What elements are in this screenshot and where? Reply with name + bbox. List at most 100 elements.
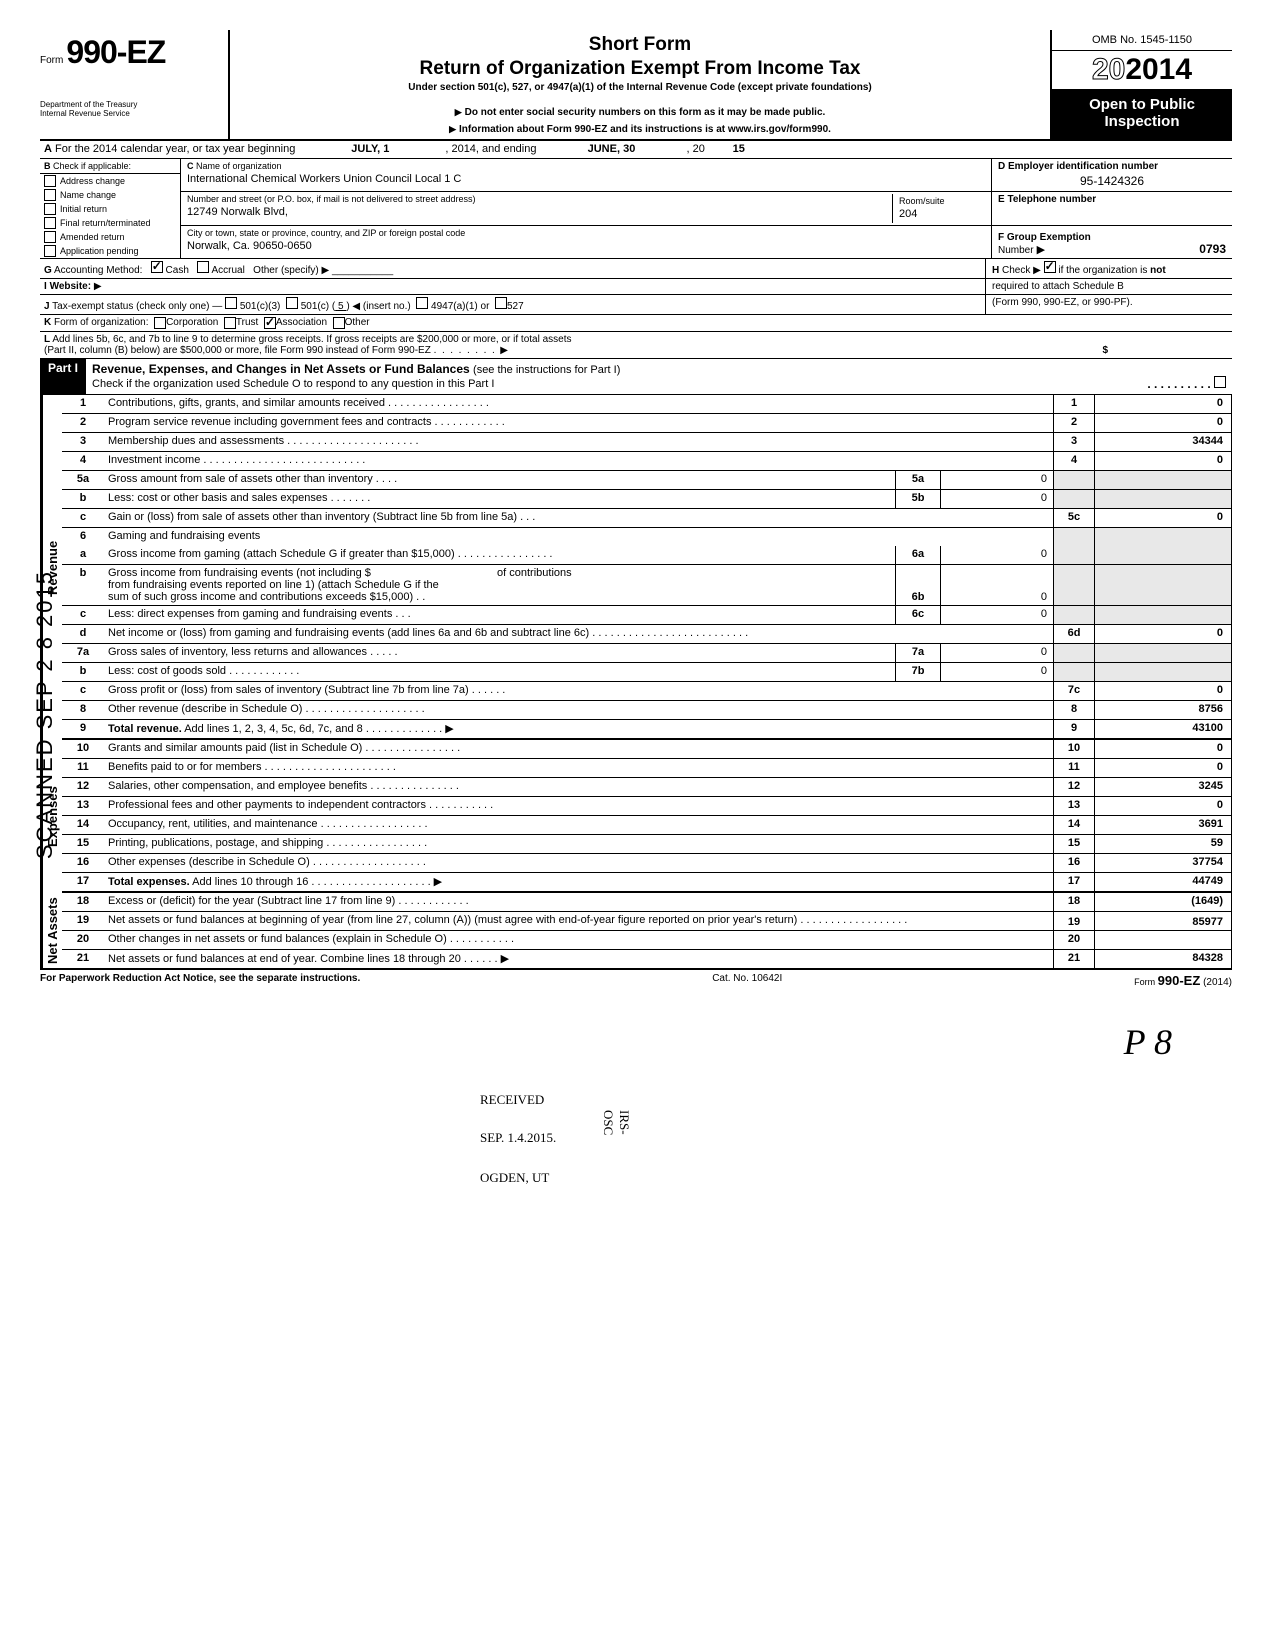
- label-g: G: [44, 265, 52, 276]
- part1-subtitle: (see the instructions for Part I): [473, 364, 620, 376]
- endnum-19: 19: [1053, 912, 1095, 930]
- label-i: I: [44, 281, 47, 292]
- endnum-5c: 5c: [1053, 509, 1095, 527]
- opt-final-return: Final return/terminated: [60, 218, 151, 228]
- desc-6b-3: from fundraising events reported on line…: [108, 579, 439, 591]
- desc-17b: Add lines 10 through 16: [192, 876, 308, 888]
- desc-16: Other expenses (describe in Schedule O): [108, 856, 310, 868]
- checkbox-schedule-b[interactable]: [1044, 261, 1056, 273]
- h-box: H Check ▶ if the organization is not: [985, 259, 1232, 278]
- checkbox-cash[interactable]: [151, 261, 163, 273]
- checkbox-pending[interactable]: [44, 245, 56, 257]
- checkbox-initial-return[interactable]: [44, 203, 56, 215]
- endval-7b-grey: [1095, 663, 1231, 681]
- desc-2: Program service revenue including govern…: [108, 416, 431, 428]
- mid-6a: 6a: [895, 546, 941, 564]
- checkbox-527[interactable]: [495, 297, 507, 309]
- label-b: B: [44, 161, 51, 171]
- desc-1: Contributions, gifts, grants, and simila…: [108, 397, 385, 409]
- expenses-grid: Expenses 10Grants and similar amounts pa…: [40, 740, 1232, 893]
- num-17: 17: [62, 873, 104, 891]
- checkbox-corp[interactable]: [154, 317, 166, 329]
- group-number-label: Number: [998, 245, 1034, 256]
- val-7c: 0: [1095, 682, 1231, 700]
- num-6a: a: [62, 546, 104, 564]
- endnum-7c: 7c: [1053, 682, 1095, 700]
- insert-no: (insert no.): [363, 301, 411, 312]
- website-label: Website:: [50, 281, 92, 292]
- desc-7c: Gross profit or (loss) from sales of inv…: [108, 684, 469, 696]
- num-4: 4: [62, 452, 104, 470]
- num-6d: d: [62, 625, 104, 643]
- endnum-2: 2: [1053, 414, 1095, 432]
- endnum-8: 8: [1053, 701, 1095, 719]
- opt-accrual: Accrual: [211, 265, 244, 276]
- year-end-month: JUNE, 30: [536, 143, 686, 156]
- checkbox-schedule-o[interactable]: [1214, 376, 1226, 388]
- endnum-5b-grey: [1053, 490, 1095, 508]
- endnum-17: 17: [1053, 873, 1095, 891]
- checkbox-accrual[interactable]: [197, 261, 209, 273]
- opt-name-change: Name change: [60, 190, 116, 200]
- endval-6c-grey: [1095, 606, 1231, 624]
- opt-527: 527: [507, 301, 524, 312]
- mid-7b: 7b: [895, 663, 941, 681]
- check-if-label: Check if applicable:: [53, 161, 131, 171]
- col-b: B Check if applicable: Address change Na…: [40, 159, 181, 258]
- num-6: 6: [62, 528, 104, 546]
- checkbox-501c[interactable]: [286, 297, 298, 309]
- desc-10: Grants and similar amounts paid (list in…: [108, 742, 362, 754]
- val-19: 85977: [1095, 912, 1231, 930]
- endnum-21: 21: [1053, 950, 1095, 968]
- midval-5b: 0: [941, 490, 1053, 508]
- room-label: Room/suite: [899, 196, 979, 206]
- stamp-received: RECEIVED: [480, 1092, 544, 1107]
- stamp-location: OGDEN, UT: [480, 1170, 549, 1185]
- year-end: 15: [705, 143, 745, 156]
- opt-501c-close: ): [346, 301, 349, 312]
- checkbox-501c3[interactable]: [225, 297, 237, 309]
- checkbox-address-change[interactable]: [44, 175, 56, 187]
- l-text2: (Part II, column (B) below) are $500,000…: [44, 345, 431, 356]
- main-grid: Revenue 1Contributions, gifts, grants, a…: [40, 395, 1232, 740]
- val-1: 0: [1095, 395, 1231, 413]
- opt-address-change: Address change: [60, 176, 125, 186]
- checkbox-other-org[interactable]: [333, 317, 345, 329]
- h-text4: required to attach Schedule B: [992, 281, 1124, 292]
- tax-year: 202014: [1052, 51, 1232, 90]
- section-bcd: B Check if applicable: Address change Na…: [40, 159, 1232, 259]
- desc-4: Investment income: [108, 454, 200, 466]
- opt-amended: Amended return: [60, 232, 125, 242]
- num-14: 14: [62, 816, 104, 834]
- open-line2: Inspection: [1056, 113, 1228, 130]
- num-10: 10: [62, 740, 104, 758]
- checkbox-assoc[interactable]: [264, 317, 276, 329]
- checkbox-name-change[interactable]: [44, 189, 56, 201]
- label-j: J: [44, 301, 50, 312]
- checkbox-trust[interactable]: [224, 317, 236, 329]
- midval-7b: 0: [941, 663, 1053, 681]
- mid-5a: 5a: [895, 471, 941, 489]
- label-k: K: [44, 317, 51, 329]
- endnum-13: 13: [1053, 797, 1095, 815]
- val-21: 84328: [1095, 950, 1231, 968]
- ein: 95-1424326: [998, 174, 1226, 188]
- num-5b: b: [62, 490, 104, 508]
- row-a-text2: , 2014, and ending: [445, 143, 536, 156]
- stamp-date: SEP. 1.4.2015.: [480, 1130, 556, 1145]
- acct-method-label: Accounting Method:: [54, 265, 142, 276]
- opt-assoc: Association: [276, 317, 327, 329]
- desc-6c: Less: direct expenses from gaming and fu…: [108, 608, 392, 620]
- endnum-6a-grey: [1053, 546, 1095, 564]
- endnum-20: 20: [1053, 931, 1095, 949]
- room-number: 204: [899, 208, 979, 220]
- opt-corp: Corporation: [166, 317, 218, 329]
- form-number-box: Form 990-EZ Department of the Treasury I…: [40, 30, 230, 139]
- footer: For Paperwork Reduction Act Notice, see …: [40, 970, 1232, 991]
- desc-17: Total expenses.: [108, 876, 190, 888]
- h-text2: if the organization is: [1058, 265, 1147, 276]
- checkbox-amended[interactable]: [44, 231, 56, 243]
- endnum-9: 9: [1053, 720, 1095, 738]
- checkbox-4947[interactable]: [416, 297, 428, 309]
- checkbox-final-return[interactable]: [44, 217, 56, 229]
